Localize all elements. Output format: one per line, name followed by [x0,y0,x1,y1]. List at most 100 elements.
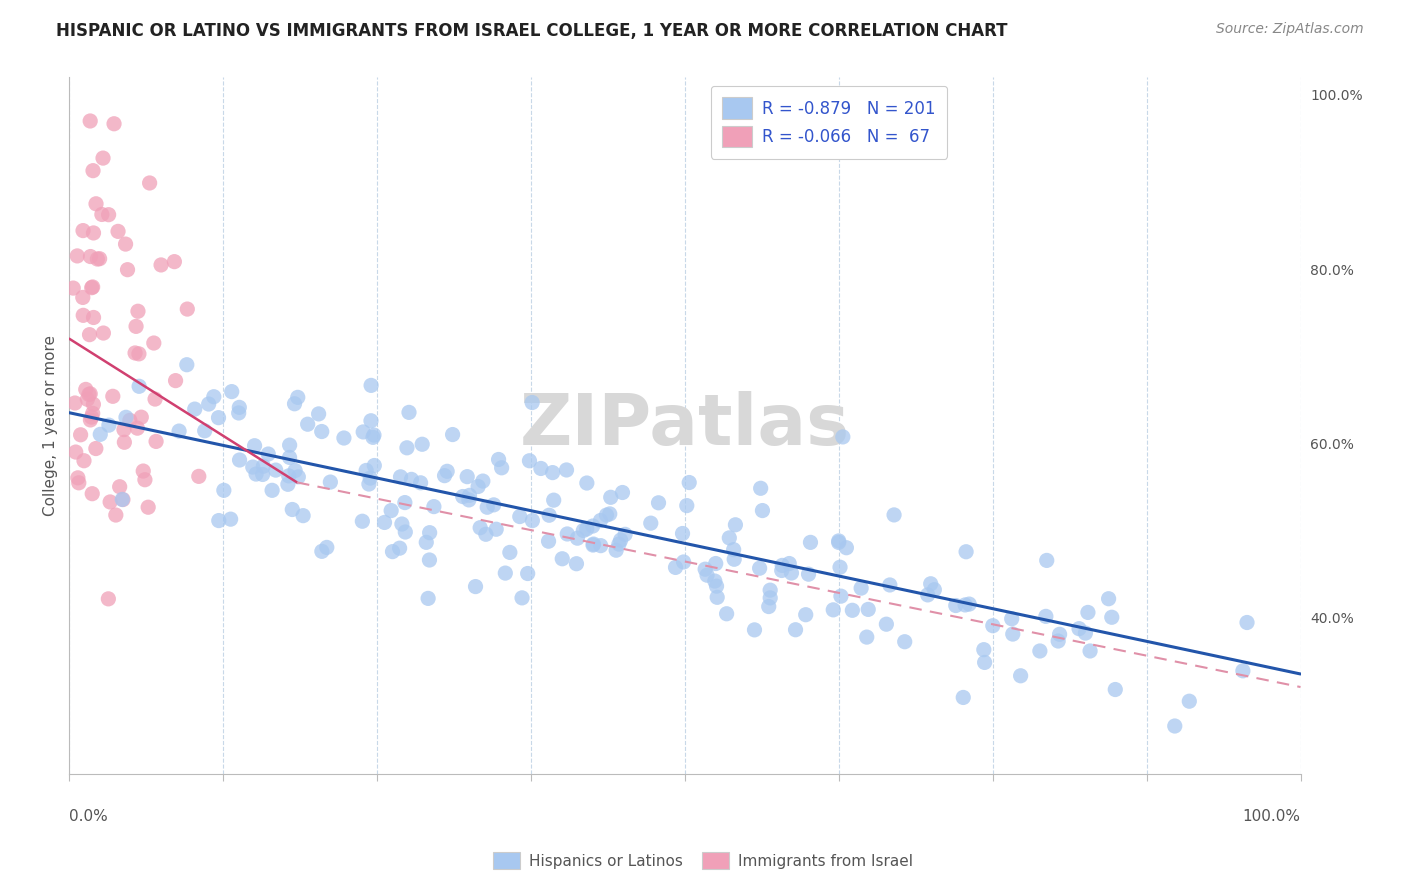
Point [132,464,155,478]
Point [759,583,782,598]
Point [823,603,845,617]
Point [79,386,101,401]
Point [1236,615,1258,630]
Point [612,485,634,500]
Point [751,503,773,517]
Point [799,535,821,549]
Point [388,541,411,556]
Point [111,492,134,507]
Point [389,470,412,484]
Point [112,423,135,437]
Point [1077,606,1099,620]
Point [953,598,976,612]
Point [292,508,315,523]
Point [575,476,598,491]
Text: HISPANIC OR LATINO VS IMMIGRANTS FROM ISRAEL COLLEGE, 1 YEAR OR MORE CORRELATION: HISPANIC OR LATINO VS IMMIGRANTS FROM IS… [56,22,1008,40]
Point [67,475,90,490]
Point [165,374,187,388]
Point [827,535,849,549]
Point [93,326,115,340]
Point [491,460,513,475]
Point [352,425,374,439]
Point [582,537,605,551]
Point [423,500,446,514]
Point [441,427,464,442]
Point [108,480,131,494]
Point [65,445,87,459]
Point [287,390,309,404]
Point [723,552,745,566]
Point [672,555,695,569]
Point [1010,669,1032,683]
Point [482,498,505,512]
Point [115,410,138,425]
Point [167,424,190,438]
Point [228,406,250,420]
Text: 0.0%: 0.0% [69,809,108,824]
Point [311,544,333,558]
Point [79,114,101,128]
Point [1101,610,1123,624]
Point [828,533,851,548]
Point [409,475,432,490]
Point [780,566,803,580]
Point [359,471,381,485]
Point [363,458,385,473]
Point [284,464,307,478]
Point [510,591,533,605]
Point [176,358,198,372]
Point [696,568,718,582]
Point [582,519,605,533]
Point [264,463,287,477]
Point [830,589,852,603]
Point [572,524,595,538]
Point [565,557,588,571]
Point [1001,612,1024,626]
Point [69,427,91,442]
Point [416,591,439,606]
Point [117,262,139,277]
Point [72,309,94,323]
Point [315,541,337,555]
Point [582,538,605,552]
Point [221,384,243,399]
Point [125,319,148,334]
Point [981,618,1004,632]
Point [363,428,385,442]
Point [467,479,489,493]
Point [207,410,229,425]
Point [595,508,617,522]
Point [973,656,995,670]
Point [419,525,441,540]
Point [354,463,377,477]
Point [212,483,235,498]
Point [242,460,264,475]
Point [79,327,101,342]
Point [127,421,149,435]
Point [724,517,747,532]
Point [433,468,456,483]
Point [373,516,395,530]
Point [319,475,342,489]
Point [589,514,612,528]
Point [411,437,433,451]
Point [457,492,479,507]
Point [150,258,173,272]
Point [394,495,416,509]
Point [664,560,686,574]
Point [855,630,877,644]
Point [706,591,728,605]
Point [555,527,578,541]
Point [575,522,598,536]
Point [759,591,782,605]
Point [841,603,863,617]
Point [893,634,915,648]
Point [858,602,880,616]
Point [228,453,250,467]
Point [543,493,565,508]
Point [257,447,280,461]
Point [283,397,305,411]
Point [770,564,793,578]
Point [66,471,89,485]
Point [952,690,974,705]
